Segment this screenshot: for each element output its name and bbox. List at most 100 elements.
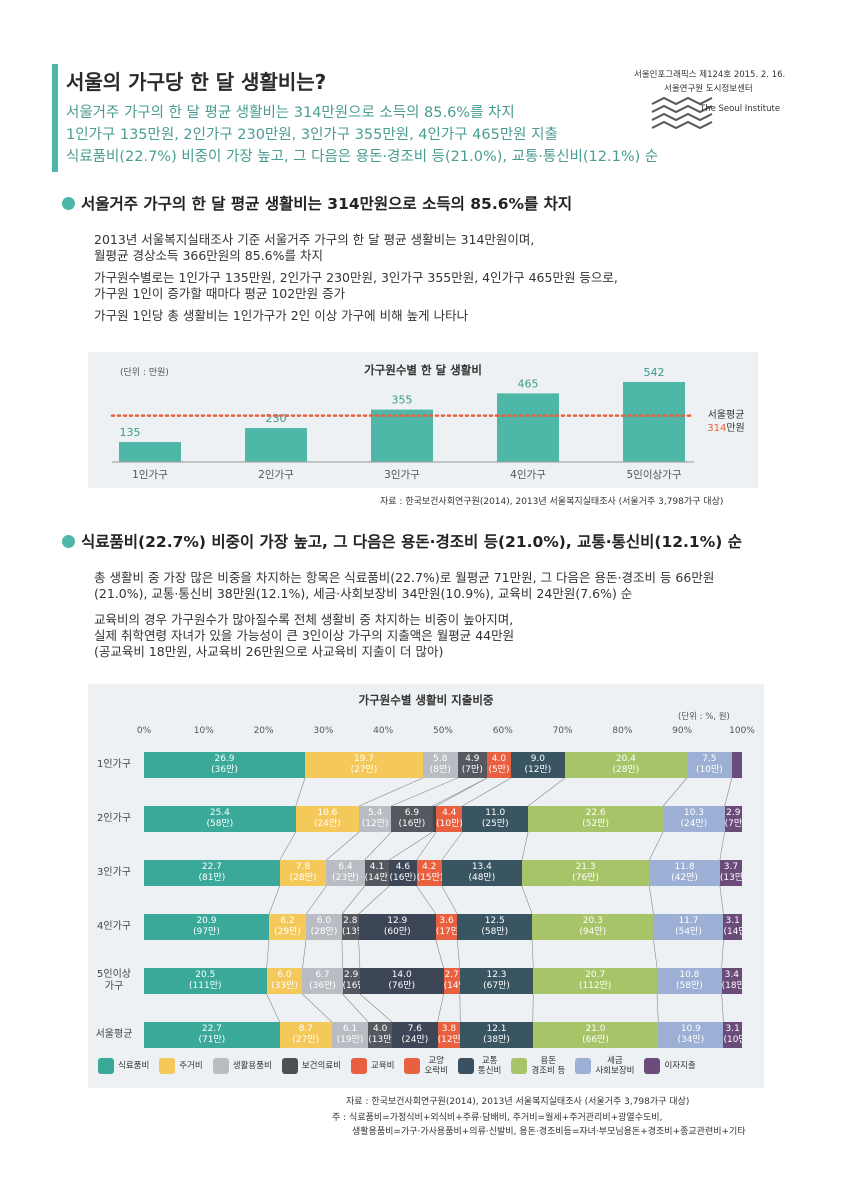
segment-amount: (27만): [350, 765, 378, 775]
segment-percent: 20.3: [582, 916, 603, 926]
segment-amount: (19만): [336, 1035, 364, 1045]
segment-amount: (38만): [483, 1035, 510, 1045]
chart1-value-label: 230: [266, 412, 287, 425]
segment-amount: (81만): [198, 873, 226, 883]
chart2-category-label: 1인가구: [97, 759, 131, 770]
segment-amount: (66만): [582, 1035, 609, 1045]
summary-line: 식료품비(22.7%) 비중이 가장 높고, 그 다음은 용돈·경조비 등(21…: [66, 149, 659, 165]
chart2-segment: 7.5 (10만): [686, 752, 732, 778]
segment-amount: (36만): [309, 981, 336, 991]
segment-percent: 3.1: [725, 1024, 740, 1034]
segment-amount: (24만): [680, 819, 708, 829]
avg-label-block: 서울평균 314만원: [698, 409, 754, 435]
segment-amount: (5만): [488, 765, 510, 775]
chart2-note1: 주 : 식료품비=가정식비+외식비+주류·담배비, 주거비=월세+주거관리비+광…: [332, 1113, 663, 1123]
segment-percent: 14.0: [391, 970, 412, 980]
segment-percent: 20.4: [615, 754, 636, 764]
chart2-segment: 20.7 (112만): [533, 968, 658, 994]
segment-percent: 10.6: [317, 808, 338, 818]
legend-label: 교통 통신비: [477, 1056, 502, 1076]
segment-percent: 3.6: [439, 916, 454, 926]
section2-heading: 식료품비(22.7%) 비중이 가장 높고, 그 다음은 용돈·경조비 등(21…: [62, 530, 742, 552]
medical-cross-icon: [281, 1058, 298, 1074]
segment-amount: (76만): [572, 873, 599, 883]
chart2-stacked-bar: 22.7(71만)8.7(27만)6.1(19만)4.0(13만)7.6(24만…: [144, 1022, 742, 1048]
segment-amount: (15만): [416, 873, 442, 883]
chart2-stacked-bar: 22.7 (81만) 7.8 (28만) 6.4 (23만) 4.1 (14만) 4.6 (16만…: [144, 860, 742, 886]
segment-amount: (28만): [289, 873, 317, 883]
segment-amount: (42만): [671, 873, 698, 883]
body-line: 2013년 서울복지실태조사 기준 서울거주 가구의 한 달 평균 생활비는 3…: [94, 232, 535, 247]
legend-label: 교육비: [370, 1061, 395, 1071]
chart2-note2: 생활용품비=가구·가사용품비+의류·신발비, 용돈·경조비등=자녀·부모님용돈+…: [352, 1127, 746, 1137]
segment-amount: (58만): [481, 927, 509, 937]
segment-amount: (10만): [436, 819, 463, 829]
segment-amount: (18만): [721, 981, 742, 991]
chart2-tick-label: 70%: [552, 726, 573, 736]
chart2-tick-label: 40%: [373, 726, 394, 736]
chart1-bar: [497, 393, 559, 462]
segment-percent: 21.0: [585, 1024, 606, 1034]
calculator-icon: [575, 1058, 592, 1074]
chart2-segment: 4.0 (5만): [486, 752, 511, 778]
section1-body: 2013년 서울복지실태조사 기준 서울거주 가구의 한 달 평균 생활비는 3…: [94, 232, 618, 324]
segment-amount: (29만): [274, 927, 301, 937]
legend-label: 주거비: [179, 1061, 203, 1071]
bullet-dot-icon: [62, 197, 75, 210]
segment-percent: 10.8: [679, 970, 700, 980]
chart1-unit: (단위 : 만원): [120, 368, 169, 378]
segment-percent: 4.9: [465, 754, 480, 764]
body-line: 교육비의 경우 가구원수가 많아질수록 전체 생활비 중 차지하는 비중이 높아…: [94, 612, 514, 627]
chart2-segment: 12.9 (60만): [358, 914, 436, 940]
segment-percent: 11.7: [678, 916, 699, 926]
chart2-segment: 13.4 (48만): [441, 860, 522, 886]
segment-percent: 25.4: [209, 808, 230, 818]
chart2-segment: 4.9 (7만): [457, 752, 487, 778]
chart2-segment: 11.0 (25만): [462, 806, 529, 832]
chart1-bar: [245, 428, 307, 462]
chair-icon: [212, 1058, 229, 1074]
avg-value: 314: [707, 423, 727, 434]
avg-unit: 만원: [726, 423, 745, 434]
legend-item: 이자지출: [644, 1058, 696, 1074]
segment-amount: (112만): [578, 981, 612, 991]
chart2-segment: 6.0 (28만): [306, 914, 342, 940]
segment-percent: 6.2: [280, 916, 295, 926]
chart2-segment: 7.6 (24만): [392, 1022, 438, 1048]
segment-percent: 2.9: [726, 808, 741, 818]
segment-amount: (25만): [481, 819, 509, 829]
segment-amount: (52만): [582, 819, 609, 829]
chart2-segment: 19.7 (27만): [305, 752, 423, 778]
chart2-segment: 14.0 (76만): [359, 968, 444, 994]
legend-label: 식료품비: [118, 1061, 150, 1071]
body-line: 가구원 1인당 총 생활비는 1인가구가 2인 이상 가구에 비해 높게 나타나: [94, 308, 469, 323]
segment-amount: (24만): [401, 1035, 429, 1045]
chart2-segment: 6.9 (16만): [391, 806, 433, 832]
body-line: 가구원수별로는 1인가구 135만원, 2인가구 230만원, 3인가구 355…: [94, 270, 618, 285]
section2-body: 총 생활비 중 가장 많은 비중을 차지하는 항목은 식료품비(22.7%)로 …: [94, 570, 714, 660]
segment-amount: (97만): [193, 927, 220, 937]
segment-amount: (67만): [483, 981, 510, 991]
publication-info: 서울인포그래픽스 제124호 2015. 2. 16. 서울연구원 도시정보센터: [634, 68, 785, 96]
segment-amount: (27만): [292, 1035, 320, 1045]
chart2-segment: 3.4(18만): [721, 968, 742, 994]
chart1-bar: [119, 442, 181, 462]
chart2-tick-label: 0%: [136, 726, 152, 736]
chart2-segment: 2.9(7만): [724, 806, 742, 832]
chart2-segment: 8.7 (27만): [279, 1022, 332, 1048]
chart1-value-label: 355: [392, 394, 413, 407]
segment-amount: (24만): [314, 819, 341, 829]
legend-item: 용돈 경조비 등: [511, 1056, 565, 1076]
chart2-segment: 10.8 (58만): [657, 968, 722, 994]
chart2-segment: 22.7 (81만): [144, 860, 280, 886]
book-pen-icon: [350, 1058, 367, 1074]
page-title: 서울의 가구당 한 달 생활비는?: [66, 70, 327, 94]
body-line: 실제 취학연령 자녀가 있을 가능성이 큰 3인이상 가구의 지출액은 월평균 …: [94, 628, 515, 643]
segment-percent: 21.3: [575, 862, 596, 872]
segment-amount: (36만): [211, 765, 238, 775]
segment-percent: 20.5: [195, 970, 216, 980]
chart2-segment: 11.8 (42만): [649, 860, 720, 886]
section2-heading-text: 식료품비(22.7%) 비중이 가장 높고, 그 다음은 용돈·경조비 등(21…: [81, 533, 742, 551]
publication-org-en: The Seoul Institute: [700, 104, 781, 114]
legend-label: 보건의료비: [301, 1061, 341, 1071]
